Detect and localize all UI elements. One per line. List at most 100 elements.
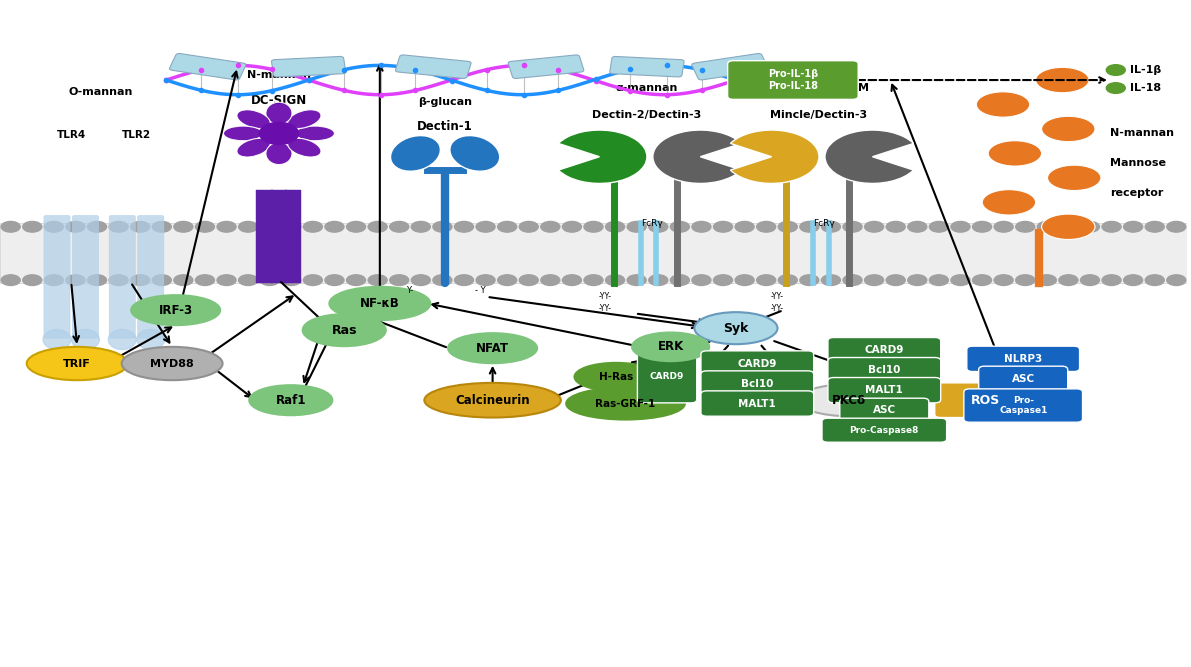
Circle shape: [44, 221, 63, 232]
Circle shape: [519, 275, 538, 285]
Circle shape: [584, 275, 603, 285]
Circle shape: [713, 275, 732, 285]
Circle shape: [432, 221, 451, 232]
Wedge shape: [730, 130, 819, 183]
Text: N-mannan: N-mannan: [247, 70, 311, 80]
Text: IL-1β: IL-1β: [1130, 65, 1161, 75]
Circle shape: [628, 275, 647, 285]
FancyBboxPatch shape: [822, 418, 947, 442]
Text: Mincle/Dectin-3: Mincle/Dectin-3: [771, 110, 867, 120]
Bar: [256, 190, 273, 283]
Text: Mannose: Mannose: [1110, 159, 1166, 168]
Circle shape: [908, 221, 927, 232]
Text: -YY-: -YY-: [771, 303, 784, 313]
Ellipse shape: [632, 333, 709, 362]
Circle shape: [1037, 275, 1056, 285]
Ellipse shape: [330, 287, 430, 320]
Text: β-glucan: β-glucan: [418, 97, 472, 107]
Circle shape: [110, 275, 129, 285]
FancyBboxPatch shape: [979, 366, 1067, 392]
Circle shape: [282, 221, 301, 232]
Circle shape: [929, 275, 948, 285]
Ellipse shape: [237, 138, 270, 157]
Text: N-mannan: N-mannan: [1110, 129, 1174, 138]
Ellipse shape: [977, 92, 1030, 117]
Circle shape: [217, 221, 236, 232]
FancyBboxPatch shape: [840, 398, 929, 422]
Circle shape: [692, 275, 711, 285]
FancyBboxPatch shape: [828, 358, 941, 383]
Text: ERK: ERK: [657, 340, 684, 354]
Circle shape: [800, 221, 819, 232]
Circle shape: [584, 221, 603, 232]
Circle shape: [325, 275, 344, 285]
FancyBboxPatch shape: [701, 391, 813, 416]
Ellipse shape: [1042, 116, 1095, 141]
Circle shape: [1102, 221, 1121, 232]
Text: Bcl10: Bcl10: [741, 379, 773, 388]
Circle shape: [260, 123, 299, 144]
Ellipse shape: [295, 126, 335, 141]
Circle shape: [562, 275, 581, 285]
Ellipse shape: [137, 329, 164, 350]
Text: CARD9: CARD9: [737, 359, 777, 368]
Ellipse shape: [1036, 67, 1089, 93]
Text: NF-κB: NF-κB: [360, 297, 400, 310]
FancyBboxPatch shape: [701, 351, 813, 376]
Text: NFAT: NFAT: [476, 342, 509, 355]
Circle shape: [1080, 221, 1099, 232]
Text: TRIF: TRIF: [63, 359, 91, 368]
Text: Y-: Y-: [406, 285, 413, 295]
Ellipse shape: [424, 383, 561, 418]
FancyBboxPatch shape: [73, 215, 99, 338]
Wedge shape: [559, 130, 647, 183]
Circle shape: [389, 275, 409, 285]
FancyBboxPatch shape: [967, 346, 1079, 372]
Text: α-mannose,TDM: α-mannose,TDM: [768, 83, 869, 93]
Circle shape: [1167, 221, 1186, 232]
Text: ROS: ROS: [971, 394, 999, 407]
Circle shape: [865, 221, 884, 232]
Ellipse shape: [448, 334, 537, 363]
Circle shape: [87, 221, 106, 232]
Circle shape: [756, 221, 775, 232]
Text: FcRγ: FcRγ: [641, 219, 662, 228]
Text: - Y: - Y: [475, 285, 486, 295]
Circle shape: [756, 275, 775, 285]
Text: -YY-: -YY-: [771, 292, 784, 301]
Circle shape: [238, 275, 257, 285]
Circle shape: [66, 275, 85, 285]
Ellipse shape: [288, 138, 322, 157]
Text: ASC: ASC: [1011, 374, 1035, 384]
FancyBboxPatch shape: [701, 371, 813, 396]
Ellipse shape: [131, 295, 220, 325]
Circle shape: [649, 275, 668, 285]
Circle shape: [238, 221, 257, 232]
Text: CARD9: CARD9: [865, 346, 904, 355]
Circle shape: [1059, 275, 1078, 285]
Circle shape: [671, 275, 690, 285]
Ellipse shape: [249, 386, 332, 415]
Circle shape: [865, 275, 884, 285]
Circle shape: [908, 275, 927, 285]
Text: O-mannan: O-mannan: [69, 87, 133, 97]
Circle shape: [973, 221, 992, 232]
Circle shape: [994, 275, 1014, 285]
Circle shape: [1059, 221, 1078, 232]
FancyBboxPatch shape: [44, 215, 70, 338]
Text: Bcl10: Bcl10: [868, 366, 900, 375]
Circle shape: [432, 275, 451, 285]
Text: -YY-: -YY-: [599, 303, 612, 313]
Ellipse shape: [121, 347, 223, 380]
Circle shape: [174, 275, 193, 285]
Text: Ras-GRF-1: Ras-GRF-1: [596, 399, 656, 408]
Ellipse shape: [983, 189, 1036, 215]
Circle shape: [628, 221, 647, 232]
Circle shape: [605, 275, 624, 285]
Circle shape: [886, 275, 905, 285]
Circle shape: [973, 275, 992, 285]
Ellipse shape: [574, 363, 657, 391]
Wedge shape: [825, 130, 913, 183]
Circle shape: [304, 275, 323, 285]
Circle shape: [735, 275, 754, 285]
